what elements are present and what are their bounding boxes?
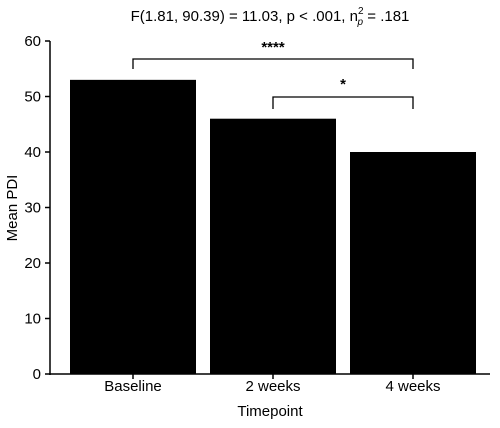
title-superscript: 2 — [358, 6, 364, 17]
significance-bracket — [132, 58, 414, 69]
bar-baseline — [70, 79, 196, 374]
y-tick-label: 60 — [24, 33, 41, 50]
x-axis-label: Timepoint — [237, 403, 303, 420]
y-tick-label: 40 — [24, 144, 41, 161]
chart-title: F(1.81, 90.39) = 11.03, p < .001, n2 p = … — [131, 6, 410, 28]
x-tick-label: Baseline — [104, 378, 162, 395]
y-tick-label: 50 — [24, 89, 41, 106]
x-tick-label: 2 weeks — [245, 378, 300, 395]
y-axis-label: Mean PDI — [4, 175, 21, 242]
significance-bracket — [272, 96, 414, 109]
y-tick-label: 10 — [24, 311, 41, 328]
y-tick-label: 0 — [33, 366, 41, 383]
title-subscript: p — [357, 17, 364, 28]
x-tick-label: 4 weeks — [385, 378, 440, 395]
bar-2-weeks — [210, 118, 336, 374]
y-tick-label: 20 — [24, 255, 41, 272]
bar-4-weeks — [350, 152, 476, 374]
significance-label: **** — [261, 39, 285, 56]
significance-label: * — [340, 76, 346, 93]
y-tick-label: 30 — [24, 200, 41, 217]
